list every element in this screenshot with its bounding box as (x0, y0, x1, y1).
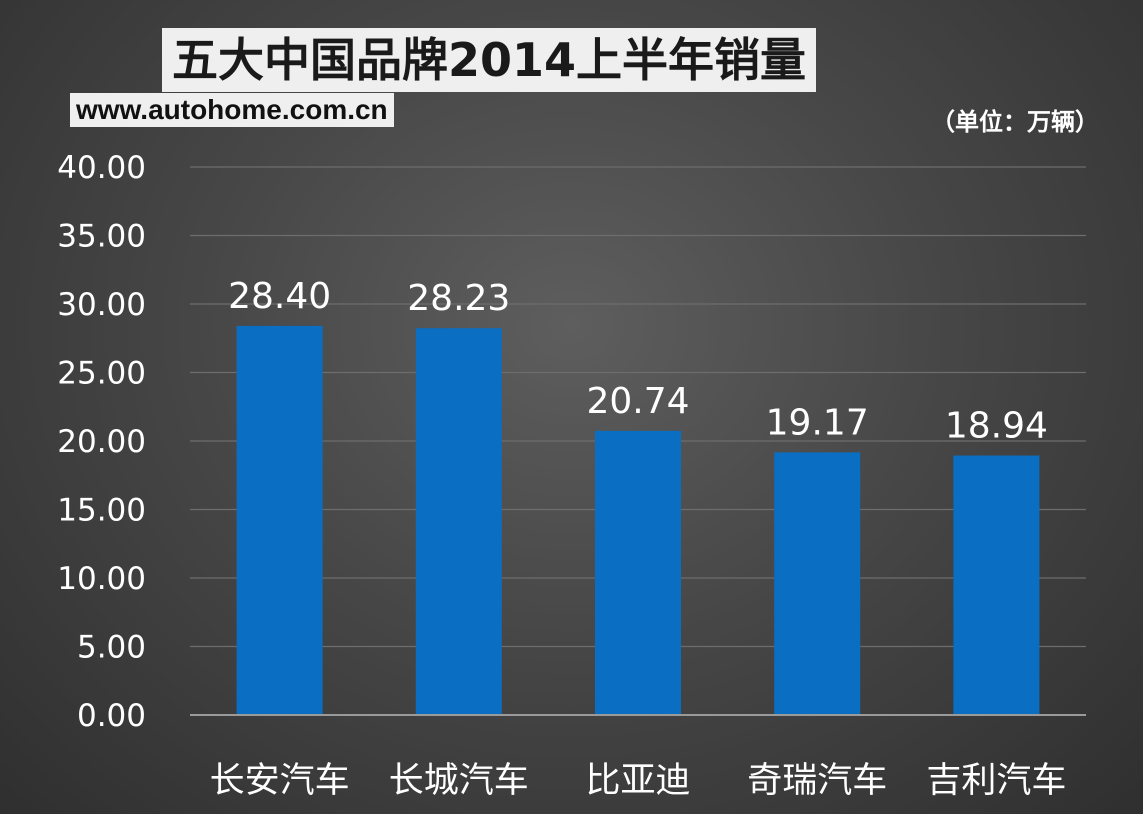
x-category-label: 奇瑞汽车 (747, 761, 887, 801)
data-label: 28.23 (407, 278, 510, 319)
y-tick-label: 5.00 (77, 630, 146, 666)
bar (774, 452, 861, 715)
data-labels: 28.40 28.23 20.74 19.17 18.94 (228, 276, 1048, 447)
unit-label: （单位：万辆） (931, 108, 1099, 136)
bar (595, 430, 681, 715)
data-label: 19.17 (766, 402, 869, 443)
bar (953, 455, 1040, 715)
bar (415, 328, 502, 715)
y-tick-label: 0.00 (77, 698, 146, 734)
y-tick-label: 30.00 (57, 287, 146, 323)
website-watermark: www.autohome.com.cn (70, 93, 394, 127)
bars (236, 325, 1040, 715)
x-category-label: 长城汽车 (389, 761, 529, 801)
data-label: 28.40 (228, 276, 331, 317)
data-label: 20.74 (586, 381, 689, 422)
y-tick-label: 40.00 (57, 150, 146, 186)
y-tick-label: 10.00 (57, 561, 146, 597)
y-tick-label: 25.00 (57, 356, 146, 392)
x-axis-category-labels: 长安汽车 长城汽车 比亚迪 奇瑞汽车 吉利汽车 (210, 761, 1067, 801)
y-tick-label: 20.00 (57, 424, 146, 460)
bar (236, 325, 323, 715)
data-label: 18.94 (945, 406, 1048, 447)
x-category-label: 吉利汽车 (926, 761, 1066, 801)
x-category-label: 比亚迪 (585, 761, 690, 801)
y-tick-label: 15.00 (57, 493, 146, 529)
y-tick-label: 35.00 (57, 219, 146, 255)
y-axis-tick-labels: 0.00 5.00 10.00 15.00 20.00 25.00 30.00 35.00 40… (57, 150, 146, 734)
x-category-label: 长安汽车 (210, 761, 350, 801)
chart-title: 五大中国品牌2014上半年销量 (162, 28, 817, 92)
